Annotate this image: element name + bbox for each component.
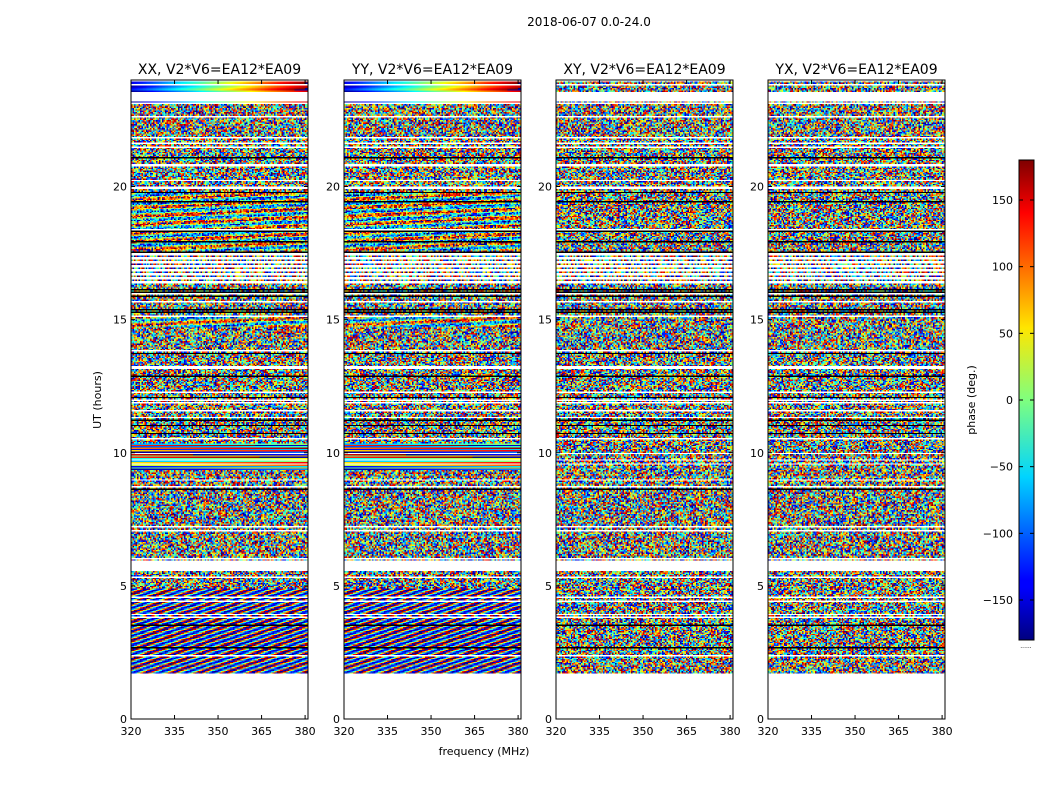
y-tick-label: 0 — [333, 713, 340, 726]
y-tick-label: 10 — [538, 447, 552, 460]
y-tick-label: 15 — [750, 314, 764, 327]
heatmap-image-xx — [131, 80, 308, 719]
y-tick-label: 10 — [326, 447, 340, 460]
panel-xx: XX, V2*V6=EA12*EA09 320 335 350 365 380 0 5 10 15… — [113, 62, 316, 738]
panel-title: XY, V2*V6=EA12*EA09 — [563, 62, 725, 78]
colorbar: 150 100 50 0 −50 −100 −150 phase (deg.) ...... — [965, 159, 1035, 650]
y-tick-label: 5 — [757, 580, 764, 593]
x-tick-label: 320 — [758, 725, 779, 738]
x-tick-label: 335 — [164, 725, 185, 738]
y-tick-label: 20 — [750, 181, 764, 194]
panel-yy: YY, V2*V6=EA12*EA09 320 335 350 365 380 0 5 10 15… — [326, 62, 529, 738]
colorbar-footer: ...... — [1020, 643, 1032, 650]
y-tick-label: 5 — [120, 580, 127, 593]
y-tick-label: 0 — [757, 713, 764, 726]
figure-suptitle: 2018-06-07 0.0-24.0 — [527, 15, 651, 29]
panel-xy: XY, V2*V6=EA12*EA09 320 335 350 365 380 0 5 10 15… — [538, 62, 741, 738]
panel-frame — [555, 79, 734, 720]
x-axis-label: frequency (MHz) — [439, 745, 530, 758]
x-tick-label: 380 — [720, 725, 741, 738]
x-tick-label: 365 — [464, 725, 485, 738]
x-tick-label: 350 — [208, 725, 229, 738]
x-tick-label: 350 — [421, 725, 442, 738]
x-tick-label: 365 — [251, 725, 272, 738]
x-tick-label: 320 — [121, 725, 142, 738]
x-tick-label: 380 — [932, 725, 953, 738]
y-tick-label: 5 — [545, 580, 552, 593]
x-tick-label: 320 — [546, 725, 567, 738]
x-tick-label: 335 — [377, 725, 398, 738]
y-tick-label: 10 — [113, 447, 127, 460]
colorbar-tick-label: 50 — [999, 327, 1013, 340]
x-tick-label: 365 — [676, 725, 697, 738]
colorbar-tick-label: 150 — [992, 194, 1013, 207]
colorbar-tick-label: −150 — [983, 594, 1013, 607]
y-tick-label: 15 — [113, 314, 127, 327]
y-tick-label: 0 — [545, 713, 552, 726]
x-tick-label: 380 — [295, 725, 316, 738]
y-tick-label: 20 — [326, 181, 340, 194]
heatmap-image-yy — [344, 80, 521, 719]
colorbar-tick-label: −50 — [990, 461, 1013, 474]
x-tick-label: 320 — [334, 725, 355, 738]
colorbar-tick-label: 100 — [992, 261, 1013, 274]
x-tick-label: 350 — [845, 725, 866, 738]
panel-frame — [130, 79, 309, 720]
colorbar-tick-label: 0 — [1006, 394, 1013, 407]
panel-title: YX, V2*V6=EA12*EA09 — [774, 62, 937, 78]
panel-yx: YX, V2*V6=EA12*EA09 320 335 350 365 380 0 5 10 15… — [750, 62, 953, 738]
x-tick-label: 335 — [801, 725, 822, 738]
x-tick-label: 380 — [508, 725, 529, 738]
colorbar-label: phase (deg.) — [965, 365, 978, 435]
x-tick-label: 335 — [589, 725, 610, 738]
y-tick-label: 20 — [538, 181, 552, 194]
heatmap-image-xy — [556, 80, 733, 719]
y-tick-label: 10 — [750, 447, 764, 460]
y-tick-label: 15 — [326, 314, 340, 327]
y-tick-label: 0 — [120, 713, 127, 726]
x-tick-label: 365 — [888, 725, 909, 738]
heatmap-image-yx — [768, 80, 945, 719]
panels-group: XX, V2*V6=EA12*EA09 320 335 350 365 380 0 5 10 15… — [113, 62, 953, 738]
x-tick-label: 350 — [633, 725, 654, 738]
y-tick-label: 20 — [113, 181, 127, 194]
y-axis-label: UT (hours) — [91, 371, 104, 429]
panel-frame — [343, 79, 522, 720]
y-tick-label: 15 — [538, 314, 552, 327]
y-tick-label: 5 — [333, 580, 340, 593]
panel-title: XX, V2*V6=EA12*EA09 — [138, 62, 301, 78]
colorbar-ticks: 150 100 50 0 −50 −100 −150 — [983, 194, 1034, 607]
panel-frame — [767, 79, 946, 720]
panel-title: YY, V2*V6=EA12*EA09 — [351, 62, 513, 78]
colorbar-tick-label: −100 — [983, 527, 1013, 540]
